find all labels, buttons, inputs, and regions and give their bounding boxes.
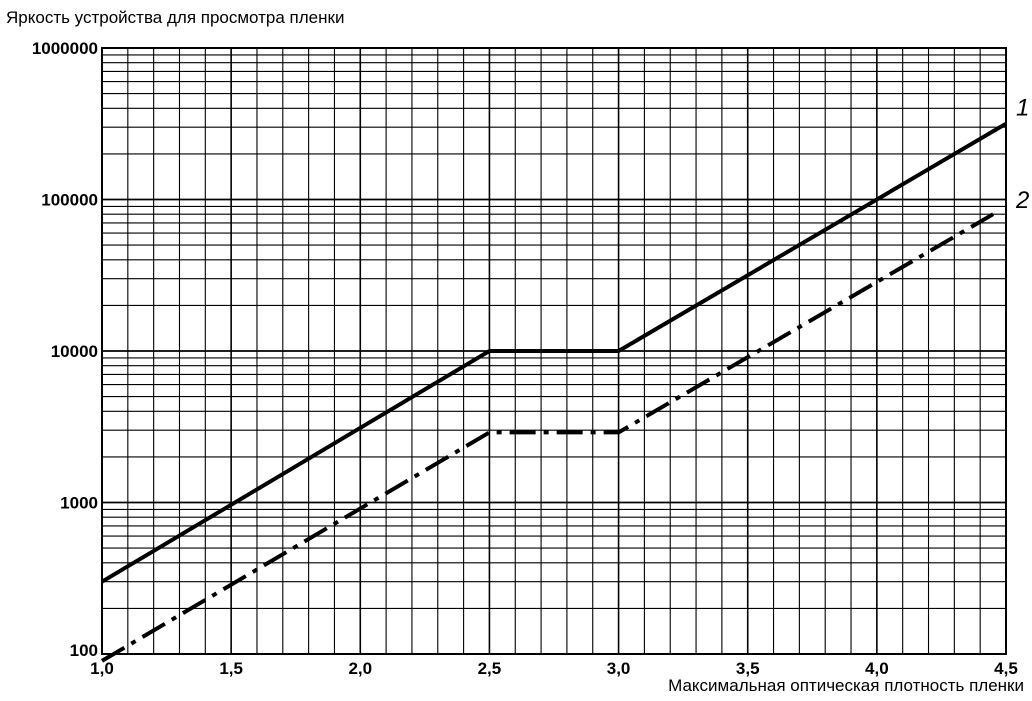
x-tick-label: 3,5 [736,659,760,678]
series-label-1: 1 [1016,95,1029,122]
x-axis-label: Максимальная оптическая плотность пленки [668,676,1024,695]
series-label-2: 2 [1015,187,1029,214]
x-tick-label: 2,0 [348,659,372,678]
plot-frame [101,47,1007,655]
x-tick-label: 3,0 [607,659,631,678]
series-line-1 [100,121,1008,584]
y-tick-label: 1000000 [32,39,98,58]
x-tick-label: 1,0 [90,659,114,678]
y-tick-label: 100000 [41,191,98,210]
y-tick-label: 1000 [60,494,98,513]
y-tick-label: 10000 [51,342,98,361]
series-line-2 [100,212,995,663]
tick-labels: 1,0 1,5 2,0 2,5 3,0 3,5 4,0 4,5 100 1000 10000 1000… [32,39,1018,678]
x-tick-label: 2,5 [478,659,502,678]
x-tick-label: 4,5 [994,659,1018,678]
y-axis-label: Яркость устройства для просмотра пленки [6,8,345,27]
x-tick-label: 1,5 [219,659,243,678]
series-labels: 12 [1015,95,1029,214]
series-group [100,121,1008,663]
y-tick-label: 100 [70,641,98,660]
x-tick-label: 4,0 [865,659,889,678]
